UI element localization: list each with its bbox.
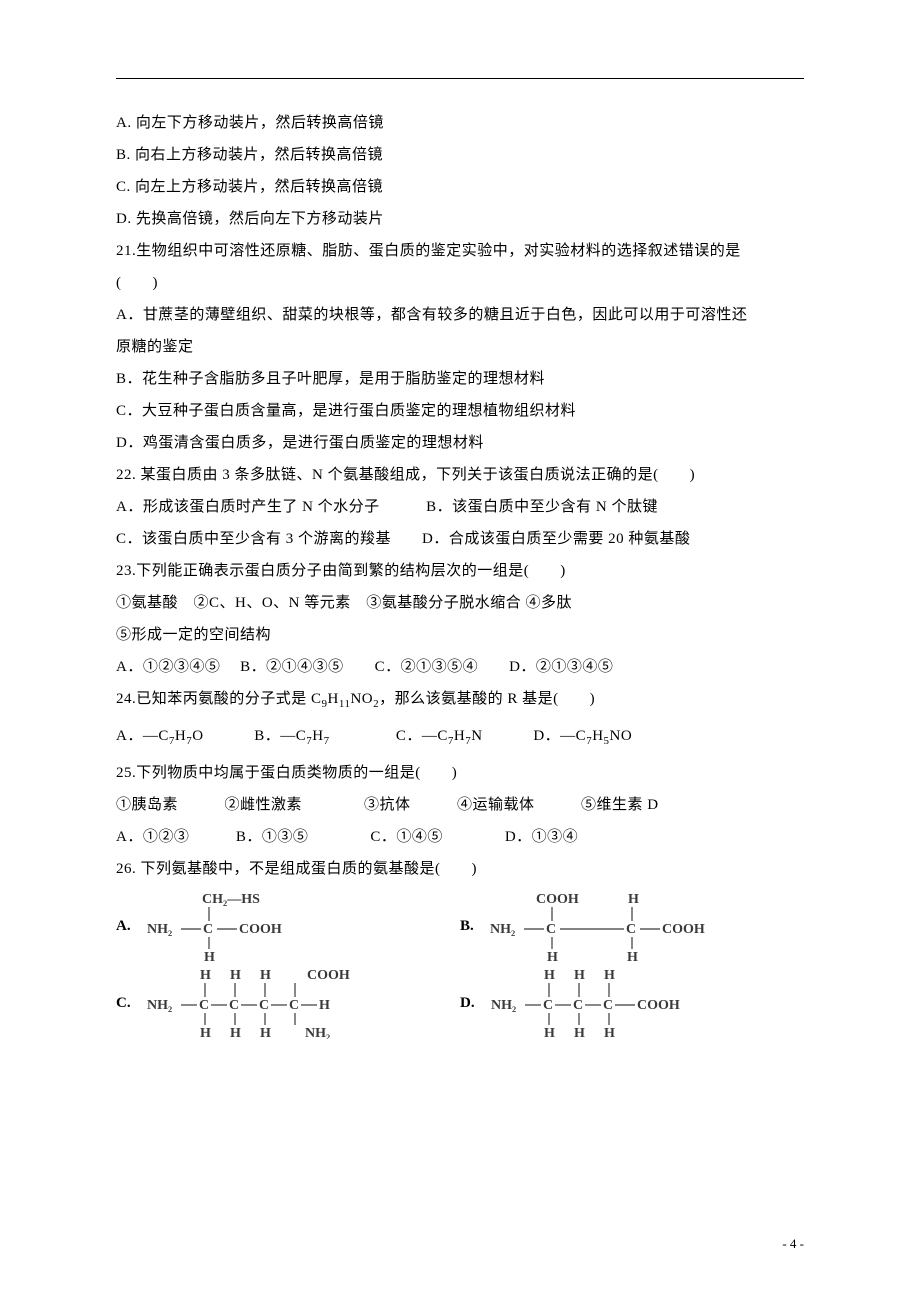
- q20-opt-a: A. 向左下方移动装片，然后转换高倍镜: [116, 107, 804, 139]
- svg-text:H: H: [319, 998, 330, 1013]
- svg-text:NH₂: NH₂: [305, 1026, 330, 1039]
- q24b-s2: 7: [324, 735, 330, 747]
- svg-text:NH₂: NH₂: [147, 998, 172, 1013]
- page-number: - 4 -: [782, 1236, 804, 1252]
- q24a-suf: O: [192, 728, 203, 744]
- q21-opt-c: C．大豆种子蛋白质含量高，是进行蛋白质鉴定的理想植物组织材料: [116, 395, 804, 427]
- q24c-pre: C．—C: [334, 728, 448, 744]
- svg-text:CH₂—HS: CH₂—HS: [202, 892, 260, 907]
- q26-c-cell: C. H H H COOH NH₂ C C C C H H H H NH₂: [116, 967, 460, 1039]
- q24-s2: 11: [339, 698, 351, 710]
- svg-text:H: H: [627, 950, 638, 961]
- q21-opt-d: D．鸡蛋清含蛋白质多，是进行蛋白质鉴定的理想材料: [116, 427, 804, 459]
- q22-stem: 22. 某蛋白质由 3 条多肽链、N 个氨基酸组成，下列关于该蛋白质说法正确的是…: [116, 459, 804, 491]
- svg-text:H: H: [574, 968, 585, 983]
- q26-label-c: C.: [116, 995, 131, 1012]
- q26-row2: C. H H H COOH NH₂ C C C C H H H H NH₂ D. H H H: [116, 967, 804, 1039]
- q21-opt-a2: 原糖的鉴定: [116, 331, 804, 363]
- q24d-suf: NO: [610, 728, 633, 744]
- svg-text:H: H: [204, 950, 215, 961]
- q26-label-b: B.: [460, 918, 474, 935]
- q24b-pre: B．—C: [208, 728, 307, 744]
- svg-text:H: H: [574, 1026, 585, 1039]
- q25-stem: 25.下列物质中均属于蛋白质类物质的一组是( ): [116, 757, 804, 789]
- q25-line1: ①胰岛素 ②雌性激素 ③抗体 ④运输载体 ⑤维生素 D: [116, 789, 804, 821]
- svg-text:COOH: COOH: [662, 922, 705, 937]
- q24a-pre: A．—C: [116, 728, 169, 744]
- q24-m1: H: [328, 691, 339, 707]
- svg-text:COOH: COOH: [637, 998, 680, 1013]
- q26-a-cell: A. CH₂—HS NH₂ C COOH H: [116, 891, 460, 961]
- svg-text:C: C: [199, 998, 209, 1013]
- svg-text:C: C: [543, 998, 553, 1013]
- svg-text:H: H: [260, 1026, 271, 1039]
- svg-text:H: H: [628, 892, 639, 907]
- q24-suf: ，那么该氨基酸的 R 基是( ): [379, 691, 595, 707]
- q23-stem: 23.下列能正确表示蛋白质分子由简到繁的结构层次的一组是( ): [116, 555, 804, 587]
- q24d-m: H: [592, 728, 603, 744]
- q24-stem: 24.已知苯丙氨酸的分子式是 C9H11NO2，那么该氨基酸的 R 基是( ): [116, 683, 804, 720]
- svg-text:NH₂: NH₂: [147, 922, 172, 937]
- q26-struct-c: H H H COOH NH₂ C C C C H H H H NH₂: [147, 967, 427, 1039]
- q26-stem: 26. 下列氨基酸中，不是组成蛋白质的氨基酸是( ): [116, 853, 804, 885]
- svg-text:H: H: [260, 968, 271, 983]
- svg-text:COOH: COOH: [307, 968, 350, 983]
- q26-row1: A. CH₂—HS NH₂ C COOH H B. COOH H NH₂: [116, 891, 804, 961]
- q26-d-cell: D. H H H NH₂ C C C COOH H H H: [460, 967, 804, 1039]
- svg-text:COOH: COOH: [239, 922, 282, 937]
- svg-text:H: H: [230, 968, 241, 983]
- svg-text:C: C: [289, 998, 299, 1013]
- q22-line1: A．形成该蛋白质时产生了 N 个水分子 B．该蛋白质中至少含有 N 个肽键: [116, 491, 804, 523]
- svg-text:C: C: [229, 998, 239, 1013]
- q26-struct-a: CH₂—HS NH₂ C COOH H: [147, 891, 347, 961]
- svg-text:NH₂: NH₂: [490, 922, 515, 937]
- svg-text:H: H: [544, 1026, 555, 1039]
- q21-stem-1: 21.生物组织中可溶性还原糖、脂肪、蛋白质的鉴定实验中，对实验材料的选择叙述错误…: [116, 235, 804, 267]
- q24a-m: H: [175, 728, 186, 744]
- top-divider: [116, 78, 804, 79]
- q24c-m: H: [454, 728, 465, 744]
- q20-opt-c: C. 向左上方移动装片，然后转换高倍镜: [116, 171, 804, 203]
- svg-text:C: C: [603, 998, 613, 1013]
- svg-text:C: C: [626, 922, 636, 937]
- svg-text:H: H: [604, 968, 615, 983]
- q20-opt-d: D. 先换高倍镜，然后向左下方移动装片: [116, 203, 804, 235]
- q21-opt-a1: A．甘蔗茎的薄壁组织、甜菜的块根等，都含有较多的糖且近于白色，因此可以用于可溶性…: [116, 299, 804, 331]
- q24-pre: 24.已知苯丙氨酸的分子式是 C: [116, 691, 322, 707]
- svg-text:H: H: [604, 1026, 615, 1039]
- svg-text:C: C: [203, 922, 213, 937]
- q24c-suf: N: [471, 728, 482, 744]
- svg-text:H: H: [200, 968, 211, 983]
- svg-text:C: C: [259, 998, 269, 1013]
- q26-label-d: D.: [460, 995, 475, 1012]
- q26-b-cell: B. COOH H NH₂ C C COOH H H: [460, 891, 804, 961]
- q21-opt-b: B．花生种子含脂肪多且子叶肥厚，是用于脂肪鉴定的理想材料: [116, 363, 804, 395]
- q23-line2: ⑤形成一定的空间结构: [116, 619, 804, 651]
- q26-label-a: A.: [116, 918, 131, 935]
- svg-text:C: C: [573, 998, 583, 1013]
- q23-line1: ①氨基酸 ②C、H、O、N 等元素 ③氨基酸分子脱水缩合 ④多肽: [116, 587, 804, 619]
- q20-opt-b: B. 向右上方移动装片，然后转换高倍镜: [116, 139, 804, 171]
- q24d-pre: D．—C: [487, 728, 586, 744]
- svg-text:H: H: [547, 950, 558, 961]
- q24b-m: H: [312, 728, 323, 744]
- q23-opts: A．①②③④⑤ B．②①④③⑤ C．②①③⑤④ D．②①③④⑤: [116, 651, 804, 683]
- svg-text:H: H: [230, 1026, 241, 1039]
- svg-text:H: H: [544, 968, 555, 983]
- svg-text:NH₂: NH₂: [491, 998, 516, 1013]
- svg-text:COOH: COOH: [536, 892, 579, 907]
- q21-stem-2: ( ): [116, 267, 804, 299]
- q26-struct-d: H H H NH₂ C C C COOH H H H: [491, 967, 751, 1039]
- q24-opts: A．—C7H7O B．—C7H7 C．—C7H7N D．—C7H5NO: [116, 720, 804, 757]
- q22-line2: C．该蛋白质中至少含有 3 个游离的羧基 D．合成该蛋白质至少需要 20 种氨基…: [116, 523, 804, 555]
- svg-text:C: C: [546, 922, 556, 937]
- page-content: A. 向左下方移动装片，然后转换高倍镜 B. 向右上方移动装片，然后转换高倍镜 …: [0, 0, 920, 1039]
- q26-struct-b: COOH H NH₂ C C COOH H H: [490, 891, 750, 961]
- q24-m2: NO: [350, 691, 373, 707]
- q25-opts: A．①②③ B．①③⑤ C．①④⑤ D．①③④: [116, 821, 804, 853]
- svg-text:H: H: [200, 1026, 211, 1039]
